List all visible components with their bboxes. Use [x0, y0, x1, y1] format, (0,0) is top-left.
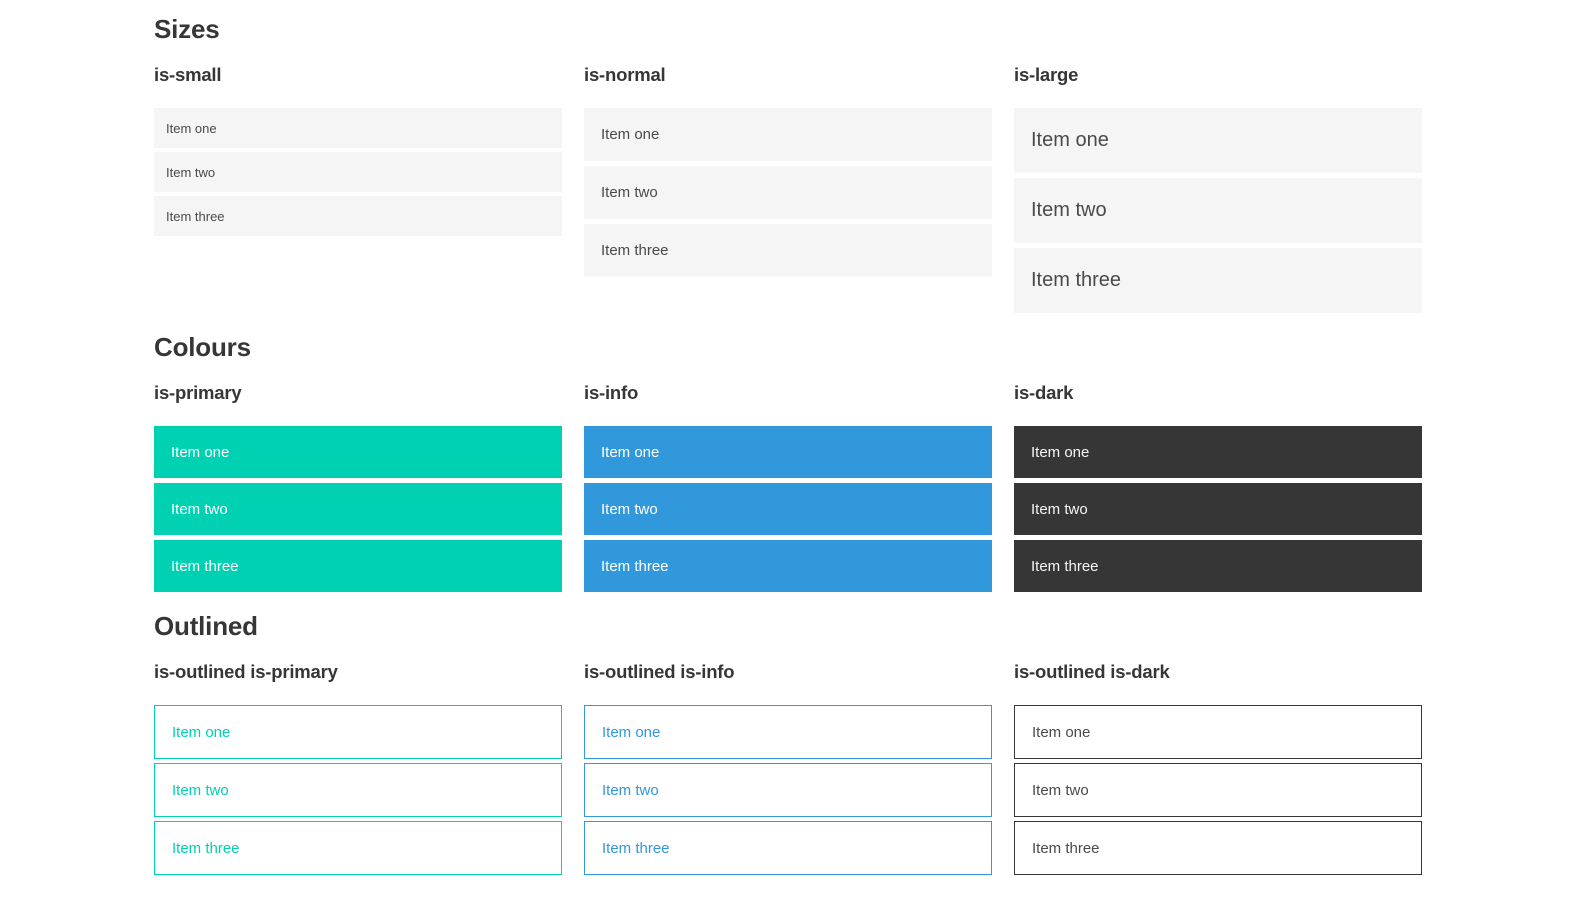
- group-is-info: is-info Item one Item two Item three: [584, 382, 992, 592]
- list-is-outlined-is-dark: Item one Item two Item three: [1014, 705, 1422, 875]
- list-item[interactable]: Item three: [584, 540, 992, 592]
- list-item[interactable]: Item one: [1014, 426, 1422, 478]
- list-item[interactable]: Item one: [154, 705, 562, 759]
- list-item[interactable]: Item one: [1014, 108, 1422, 173]
- group-is-outlined-is-info: is-outlined is-info Item one Item two It…: [584, 661, 992, 875]
- list-item[interactable]: Item two: [1014, 763, 1422, 817]
- group-label-is-large: is-large: [1014, 64, 1079, 85]
- group-is-outlined-is-dark: is-outlined is-dark Item one Item two It…: [1014, 661, 1422, 875]
- colours-columns: is-primary Item one Item two Item three …: [154, 382, 1422, 592]
- group-label-is-primary: is-primary: [154, 382, 242, 403]
- group-label-is-small: is-small: [154, 64, 222, 85]
- list-item[interactable]: Item one: [584, 426, 992, 478]
- sizes-columns: is-small Item one Item two Item three is…: [154, 64, 1422, 313]
- list-item[interactable]: Item two: [584, 763, 992, 817]
- section-colours: Colours is-primary Item one Item two Ite…: [154, 332, 1422, 592]
- list-item[interactable]: Item three: [154, 821, 562, 875]
- list-is-normal: Item one Item two Item three: [584, 108, 992, 277]
- group-is-dark: is-dark Item one Item two Item three: [1014, 382, 1422, 592]
- list-item[interactable]: Item one: [584, 705, 992, 759]
- list-item[interactable]: Item one: [584, 108, 992, 161]
- section-title-outlined: Outlined: [154, 611, 258, 641]
- group-is-large: is-large Item one Item two Item three: [1014, 64, 1422, 313]
- list-item[interactable]: Item one: [1014, 705, 1422, 759]
- section-title-sizes: Sizes: [154, 14, 220, 44]
- section-outlined: Outlined is-outlined is-primary Item one…: [154, 611, 1422, 875]
- list-item[interactable]: Item one: [154, 426, 562, 478]
- list-item[interactable]: Item three: [1014, 821, 1422, 875]
- group-is-primary: is-primary Item one Item two Item three: [154, 382, 562, 592]
- list-item[interactable]: Item two: [154, 483, 562, 535]
- list-is-dark: Item one Item two Item three: [1014, 426, 1422, 592]
- list-item[interactable]: Item two: [584, 166, 992, 219]
- group-label-is-info: is-info: [584, 382, 639, 403]
- outlined-columns: is-outlined is-primary Item one Item two…: [154, 661, 1422, 875]
- list-item[interactable]: Item two: [154, 152, 562, 192]
- list-item[interactable]: Item two: [584, 483, 992, 535]
- list-item[interactable]: Item three: [584, 821, 992, 875]
- group-is-small: is-small Item one Item two Item three: [154, 64, 562, 313]
- group-label-is-outlined-is-info: is-outlined is-info: [584, 661, 735, 682]
- group-is-outlined-is-primary: is-outlined is-primary Item one Item two…: [154, 661, 562, 875]
- list-item[interactable]: Item three: [1014, 540, 1422, 592]
- list-is-small: Item one Item two Item three: [154, 108, 562, 236]
- list-item[interactable]: Item two: [1014, 483, 1422, 535]
- list-is-outlined-is-info: Item one Item two Item three: [584, 705, 992, 875]
- group-label-is-outlined-is-dark: is-outlined is-dark: [1014, 661, 1170, 682]
- list-item[interactable]: Item two: [1014, 178, 1422, 243]
- section-sizes: Sizes is-small Item one Item two Item th…: [154, 14, 1422, 313]
- group-label-is-outlined-is-primary: is-outlined is-primary: [154, 661, 338, 682]
- list-item[interactable]: Item three: [584, 224, 992, 277]
- list-item[interactable]: Item two: [154, 763, 562, 817]
- list-item[interactable]: Item three: [1014, 248, 1422, 313]
- list-is-info: Item one Item two Item three: [584, 426, 992, 592]
- section-title-colours: Colours: [154, 332, 251, 362]
- list-is-outlined-is-primary: Item one Item two Item three: [154, 705, 562, 875]
- list-item[interactable]: Item three: [154, 540, 562, 592]
- group-label-is-dark: is-dark: [1014, 382, 1074, 403]
- list-is-large: Item one Item two Item three: [1014, 108, 1422, 313]
- list-item[interactable]: Item one: [154, 108, 562, 148]
- list-item[interactable]: Item three: [154, 196, 562, 236]
- list-is-primary: Item one Item two Item three: [154, 426, 562, 592]
- group-label-is-normal: is-normal: [584, 64, 666, 85]
- group-is-normal: is-normal Item one Item two Item three: [584, 64, 992, 313]
